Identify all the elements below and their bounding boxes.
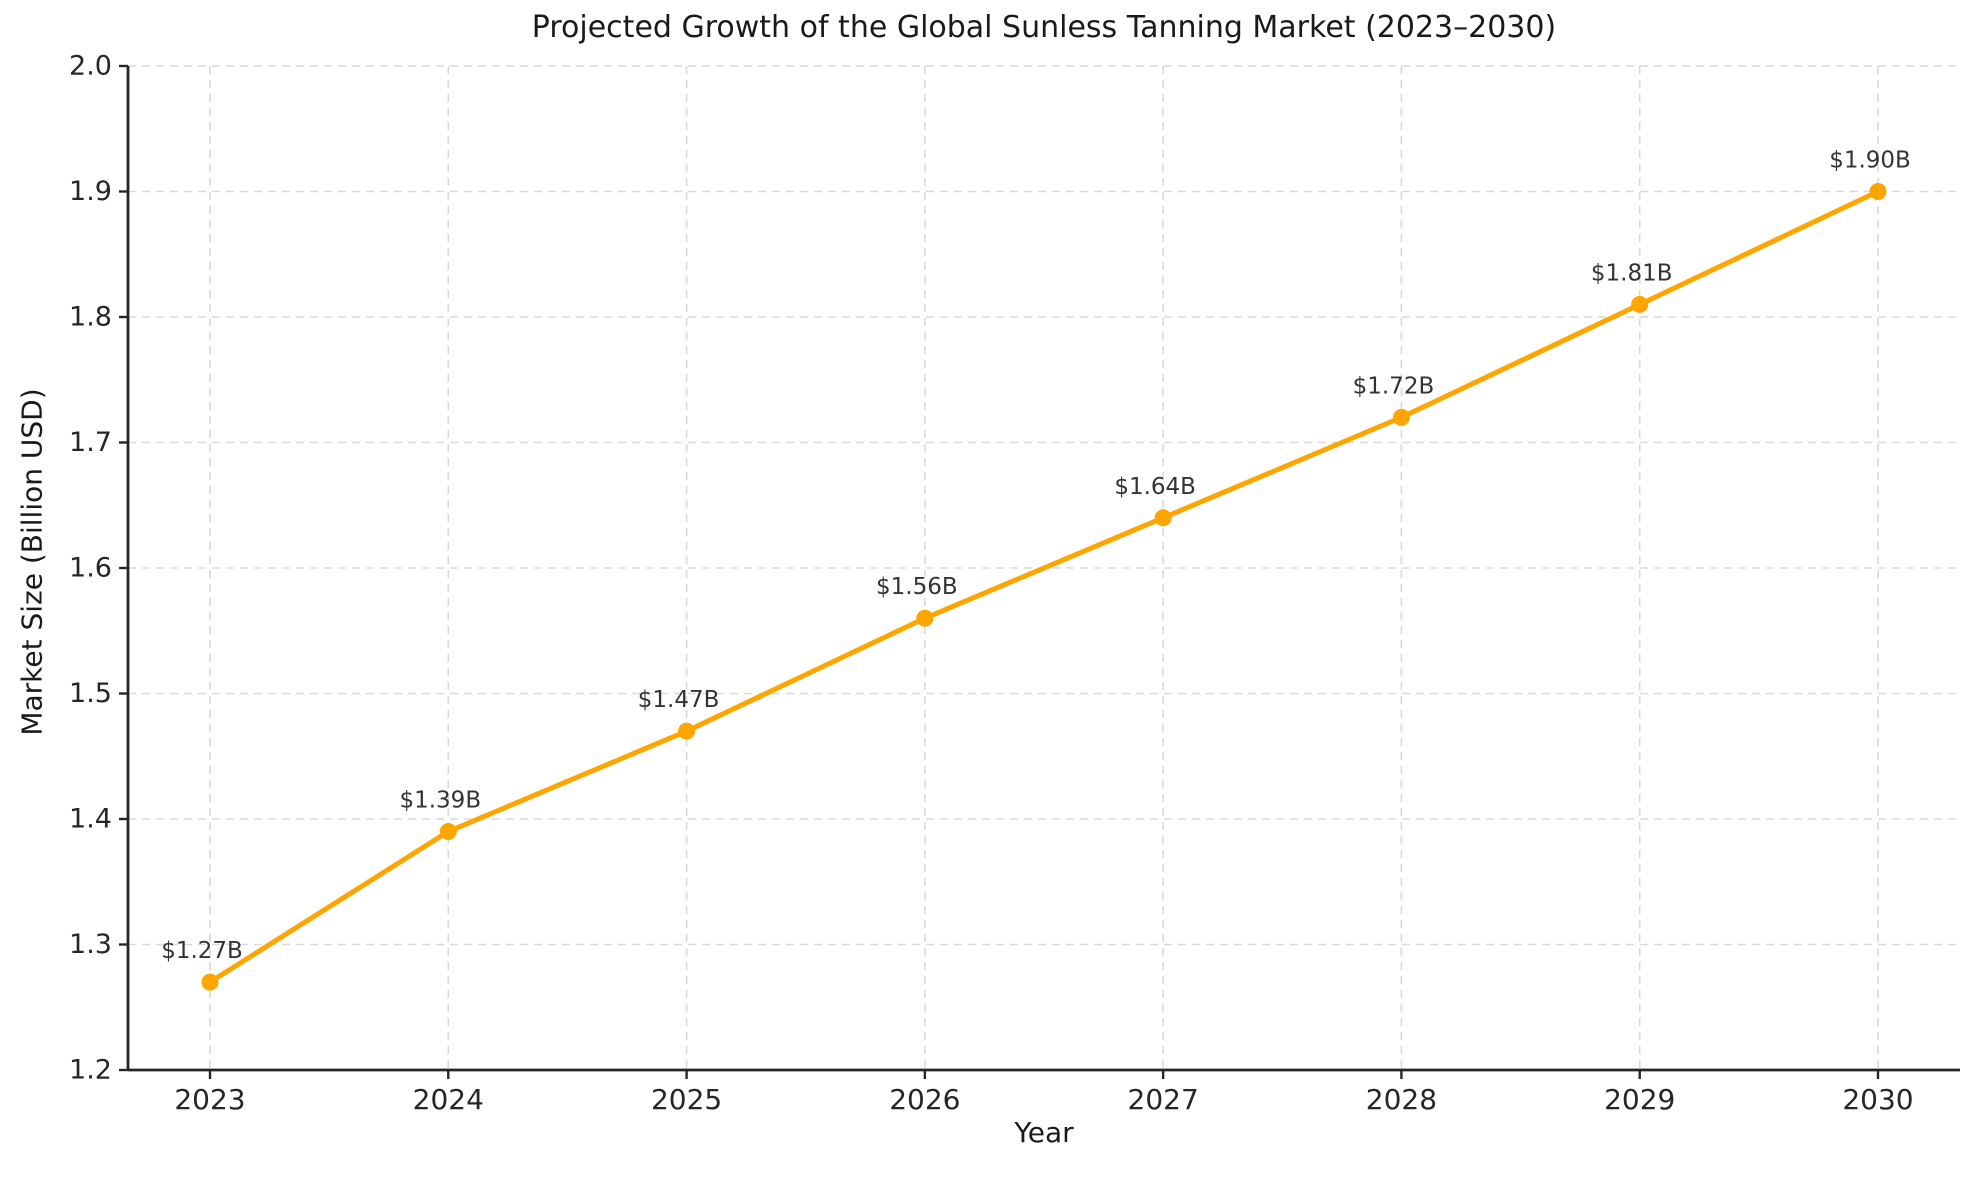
data-point-marker	[439, 823, 457, 841]
y-tick-label: 1.9	[69, 176, 112, 207]
x-tick-label: 2027	[1128, 1083, 1199, 1116]
data-point-label: $1.81B	[1591, 260, 1673, 286]
y-tick-label: 1.8	[69, 302, 112, 333]
data-point-marker	[678, 722, 696, 740]
y-tick-label: 1.7	[69, 427, 112, 458]
data-point-marker	[1869, 183, 1887, 200]
y-tick-label: 1.3	[69, 929, 112, 960]
data-point-marker	[1154, 509, 1172, 527]
y-tick-label: 1.6	[69, 553, 112, 584]
data-point-label: $1.27B	[161, 938, 243, 964]
data-point-marker	[1392, 408, 1410, 426]
data-point-label: $1.47B	[638, 687, 720, 713]
data-point-label: $1.72B	[1353, 373, 1435, 399]
x-tick-label: 2026	[889, 1083, 960, 1116]
y-tick-label: 2.0	[69, 51, 112, 82]
x-axis-label: Year	[1014, 1116, 1074, 1149]
x-tick-label: 2030	[1842, 1083, 1913, 1116]
data-point-marker	[1631, 295, 1649, 313]
data-point-label: $1.39B	[399, 788, 481, 814]
x-tick-label: 2029	[1604, 1083, 1675, 1116]
data-point-label: $1.64B	[1114, 474, 1196, 500]
x-tick-label: 2028	[1366, 1083, 1437, 1116]
y-tick-label: 1.2	[69, 1055, 112, 1086]
series-line	[207, 189, 1881, 985]
chart-title: Projected Growth of the Global Sunless T…	[531, 10, 1557, 45]
data-point-marker	[201, 973, 219, 991]
data-point-label: $1.90B	[1829, 148, 1911, 174]
y-tick-label: 1.4	[69, 804, 112, 835]
x-tick-label: 2023	[174, 1083, 245, 1116]
data-point-label: $1.56B	[876, 574, 958, 600]
y-tick-label: 1.5	[69, 678, 112, 709]
data-point-marker	[916, 609, 934, 627]
x-tick-label: 2024	[413, 1083, 484, 1116]
x-tick-label: 2025	[651, 1083, 722, 1116]
